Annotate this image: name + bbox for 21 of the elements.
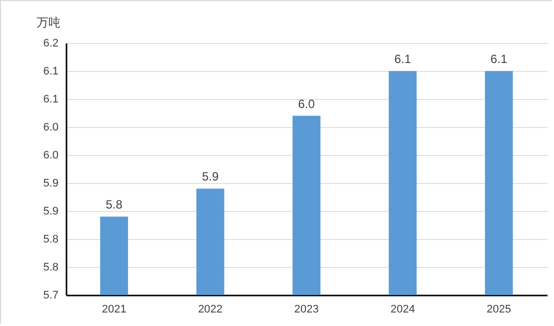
y-tick-label: 5.8 [43, 234, 58, 246]
y-tick-label: 5.7 [43, 290, 58, 302]
data-label: 5.8 [106, 198, 123, 212]
x-tick-label: 2024 [390, 304, 415, 316]
y-tick-label: 6.0 [43, 122, 58, 134]
data-label: 5.9 [202, 170, 219, 184]
y-tick-label: 5.9 [43, 206, 58, 218]
x-tick-label: 2025 [486, 304, 512, 316]
data-label: 6.0 [298, 96, 316, 111]
y-tick-label: 5.8 [43, 262, 58, 274]
y-tick-label: 6.1 [43, 66, 58, 78]
y-tick-label: 5.9 [43, 178, 58, 190]
y-tick-label: 6.0 [43, 150, 58, 162]
x-tick-label: 2023 [294, 304, 319, 316]
y-axis-title: 万吨 [36, 16, 60, 30]
data-label: 6.1 [394, 52, 412, 66]
y-tick-label: 6.1 [43, 94, 58, 106]
y-tick-label: 6.2 [43, 38, 58, 50]
data-label: 6.1 [490, 52, 508, 66]
x-tick-label: 2022 [198, 304, 223, 316]
x-tick-label: 2021 [102, 304, 126, 316]
